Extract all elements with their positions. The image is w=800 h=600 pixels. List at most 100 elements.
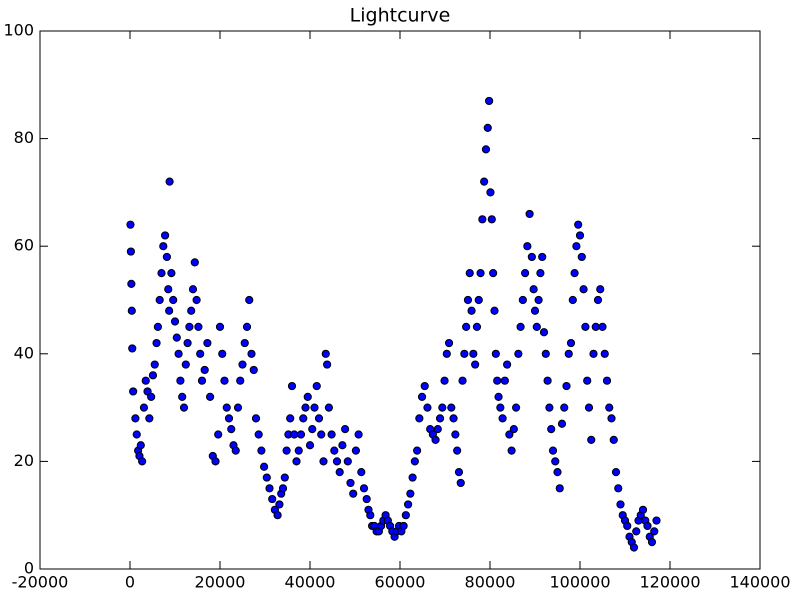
point	[165, 306, 174, 315]
point	[152, 338, 161, 348]
point	[338, 441, 347, 450]
point	[330, 446, 339, 455]
point	[126, 220, 135, 229]
point	[465, 269, 474, 278]
point	[310, 403, 319, 412]
y-tick-label: 40	[14, 343, 34, 362]
x-tick-label: 100000	[549, 573, 610, 592]
point	[273, 511, 282, 520]
point	[399, 521, 408, 531]
point	[534, 295, 543, 305]
point	[126, 247, 135, 256]
point	[404, 500, 413, 509]
point	[545, 403, 554, 412]
point	[433, 425, 442, 434]
point	[435, 414, 445, 423]
point	[652, 516, 661, 525]
point	[196, 349, 205, 358]
point	[136, 441, 145, 450]
point	[602, 376, 612, 385]
point	[211, 457, 220, 466]
point	[480, 177, 489, 186]
point	[469, 349, 478, 358]
point	[249, 365, 258, 375]
point	[623, 521, 632, 531]
point	[543, 376, 552, 385]
point	[131, 414, 140, 423]
point	[153, 322, 162, 331]
point	[127, 306, 136, 315]
point	[317, 430, 326, 439]
x-tick-label: 60000	[375, 573, 426, 592]
point	[577, 252, 586, 262]
point	[438, 403, 447, 412]
point	[346, 478, 355, 488]
point	[496, 403, 505, 412]
x-tick-label: 0	[125, 573, 135, 592]
point	[327, 430, 336, 439]
point	[247, 349, 256, 358]
point	[157, 269, 166, 278]
point	[218, 349, 227, 358]
point	[600, 349, 609, 358]
point	[167, 269, 176, 278]
point	[564, 349, 573, 358]
point	[174, 349, 183, 358]
point	[481, 145, 491, 154]
point	[138, 457, 147, 466]
point	[629, 543, 639, 552]
point	[555, 484, 564, 493]
point	[541, 349, 550, 358]
point	[145, 414, 154, 423]
point	[357, 468, 366, 477]
point	[638, 505, 648, 514]
point	[491, 349, 500, 358]
point	[206, 392, 215, 401]
point	[451, 430, 460, 439]
point	[583, 376, 592, 385]
x-tick-label: 120000	[639, 573, 700, 592]
point	[132, 430, 141, 439]
point	[574, 220, 583, 229]
point	[299, 414, 308, 423]
point	[463, 295, 473, 305]
point	[148, 371, 158, 380]
point	[190, 258, 199, 267]
point	[532, 322, 541, 331]
point	[521, 269, 530, 278]
point	[127, 279, 136, 288]
point	[236, 376, 245, 385]
point	[572, 242, 581, 251]
point	[570, 269, 579, 278]
point	[609, 435, 618, 444]
point	[420, 381, 429, 391]
point	[194, 322, 203, 331]
point	[487, 215, 496, 224]
point	[129, 387, 138, 396]
point	[579, 285, 588, 294]
point	[581, 322, 590, 331]
point	[447, 403, 456, 412]
point	[141, 376, 150, 385]
point	[587, 435, 596, 444]
y-tick-label: 60	[14, 236, 34, 255]
point	[335, 468, 344, 477]
point	[453, 446, 462, 455]
point	[560, 403, 569, 412]
point	[611, 468, 621, 477]
point	[410, 457, 419, 466]
point	[596, 285, 605, 294]
point	[568, 295, 577, 305]
point	[176, 376, 185, 385]
point	[413, 446, 422, 455]
point	[165, 177, 174, 186]
point	[523, 242, 532, 251]
point	[296, 430, 306, 439]
point	[262, 473, 271, 482]
point	[305, 441, 315, 450]
x-tick-label: 80000	[465, 573, 516, 592]
point	[278, 484, 288, 493]
point	[128, 344, 137, 353]
point	[294, 446, 303, 455]
point	[647, 538, 657, 547]
